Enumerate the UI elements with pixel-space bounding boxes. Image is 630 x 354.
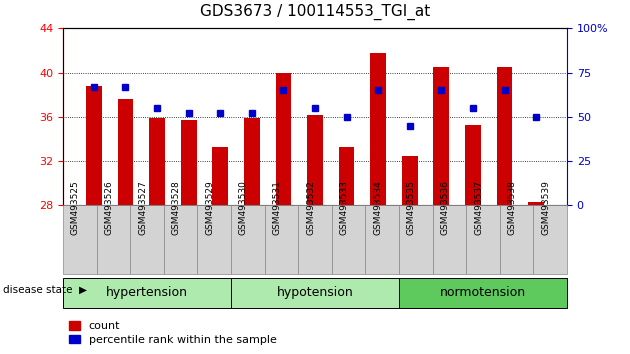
Text: disease state  ▶: disease state ▶	[3, 285, 87, 295]
Bar	[212, 147, 228, 205]
Bar	[149, 118, 165, 205]
Text: GSM493529: GSM493529	[205, 180, 214, 235]
Bar	[332, 205, 365, 274]
Bar	[118, 99, 134, 205]
Text: hypotension: hypotension	[277, 286, 353, 299]
Bar	[130, 205, 164, 274]
Bar	[529, 202, 544, 205]
Text: GDS3673 / 100114553_TGI_at: GDS3673 / 100114553_TGI_at	[200, 4, 430, 20]
Bar	[433, 67, 449, 205]
Bar	[244, 118, 260, 205]
Bar	[534, 205, 567, 274]
Text: GSM493531: GSM493531	[272, 180, 282, 235]
Text: GSM493534: GSM493534	[373, 180, 382, 235]
Bar	[399, 278, 567, 308]
Bar	[181, 120, 197, 205]
Text: hypertension: hypertension	[106, 286, 188, 299]
Text: normotension: normotension	[440, 286, 526, 299]
Text: GSM493525: GSM493525	[71, 180, 80, 235]
Text: GSM493532: GSM493532	[306, 180, 315, 235]
Bar	[339, 147, 355, 205]
Text: GSM493539: GSM493539	[541, 180, 550, 235]
Bar	[365, 205, 399, 274]
Bar	[500, 205, 534, 274]
Text: GSM493530: GSM493530	[239, 180, 248, 235]
Bar	[370, 53, 386, 205]
Text: GSM493536: GSM493536	[440, 180, 449, 235]
Bar	[298, 205, 332, 274]
Bar	[466, 205, 500, 274]
Bar	[63, 278, 231, 308]
Text: GSM493537: GSM493537	[474, 180, 483, 235]
Bar	[63, 205, 96, 274]
Text: GSM493526: GSM493526	[105, 180, 113, 235]
Text: GSM493533: GSM493533	[340, 180, 348, 235]
Bar	[197, 205, 231, 274]
Bar	[164, 205, 197, 274]
Bar	[496, 67, 512, 205]
Text: GSM493527: GSM493527	[138, 180, 147, 235]
Bar	[86, 86, 101, 205]
Text: GSM493528: GSM493528	[171, 180, 181, 235]
Bar	[275, 73, 291, 205]
Bar	[399, 205, 433, 274]
Bar	[265, 205, 298, 274]
Legend: count, percentile rank within the sample: count, percentile rank within the sample	[69, 321, 277, 345]
Bar	[231, 278, 399, 308]
Bar	[433, 205, 466, 274]
Bar	[402, 155, 418, 205]
Text: GSM493535: GSM493535	[407, 180, 416, 235]
Bar	[96, 205, 130, 274]
Text: GSM493538: GSM493538	[508, 180, 517, 235]
Bar	[465, 125, 481, 205]
Bar	[231, 205, 265, 274]
Bar	[307, 115, 323, 205]
